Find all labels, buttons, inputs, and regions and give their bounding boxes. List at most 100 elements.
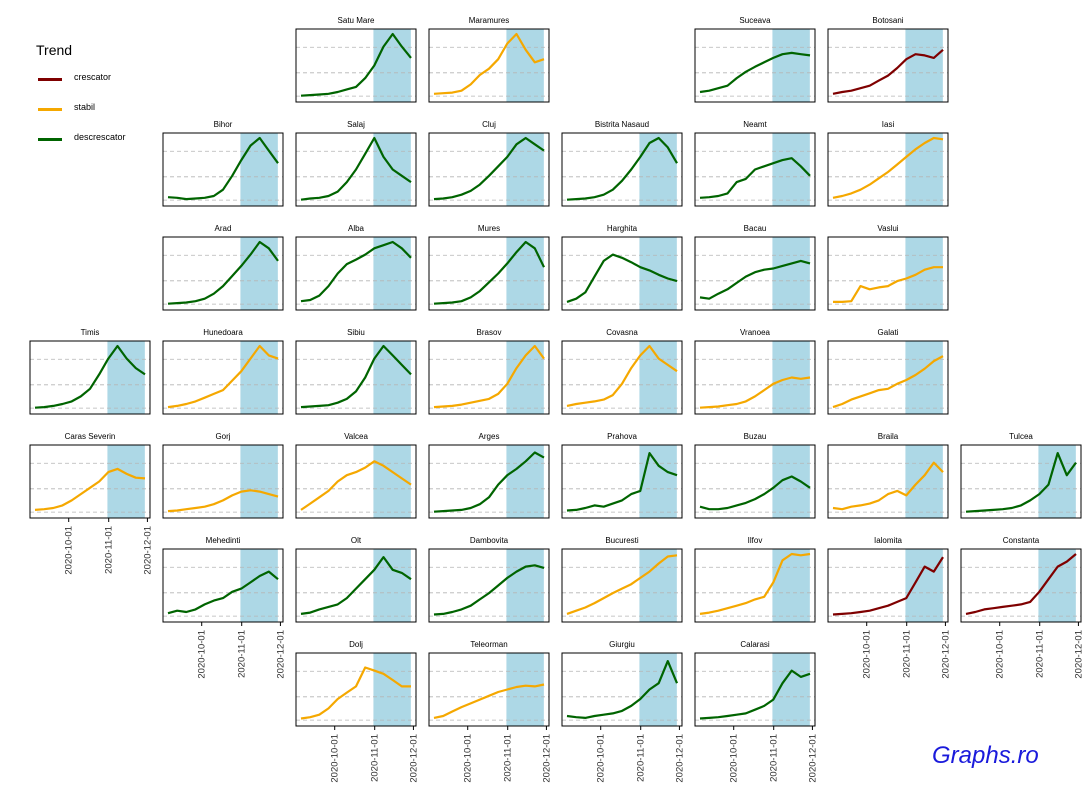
panel-title: Bihor xyxy=(214,120,233,129)
panel-frame xyxy=(428,444,550,519)
panel-frame xyxy=(162,236,284,311)
series-line xyxy=(965,452,1077,513)
panel: Harghita xyxy=(561,224,683,311)
panel-frame xyxy=(694,28,816,103)
series-line xyxy=(300,460,412,511)
panel-frame xyxy=(428,340,550,415)
series-line xyxy=(433,344,545,409)
series-line xyxy=(167,136,279,201)
highlight-band xyxy=(639,653,677,726)
series-line xyxy=(832,461,944,511)
panel: Prahova xyxy=(561,432,683,519)
highlight-band xyxy=(107,445,145,518)
panel: Giurgiu xyxy=(561,640,683,727)
series-line xyxy=(167,489,279,513)
legend-item-descrescator: descrescator xyxy=(36,132,166,162)
x-tick-label: 2020-12-01 xyxy=(940,630,951,679)
series-line xyxy=(34,467,146,511)
panel: Gorj xyxy=(162,432,284,519)
panel: Vranoea xyxy=(694,328,816,415)
panel: Timis xyxy=(29,328,151,415)
series-line xyxy=(566,136,678,201)
panel-title: Brasov xyxy=(477,328,502,337)
series-line xyxy=(433,136,545,201)
panel-frame xyxy=(29,444,151,519)
highlight-band xyxy=(905,549,943,622)
x-tick-label: 2020-12-01 xyxy=(275,630,286,679)
panel: Caras Severin xyxy=(29,432,151,519)
series-line xyxy=(699,376,811,409)
panel-title: Mures xyxy=(478,224,500,233)
panel-title: Bistrita Nasaud xyxy=(595,120,649,129)
x-tick-label: 2020-12-01 xyxy=(541,734,552,783)
panel: Bistrita Nasaud xyxy=(561,120,683,207)
x-tick-label: 2020-11-01 xyxy=(1035,630,1046,678)
x-tick-label: 2020-10-01 xyxy=(197,630,208,679)
panel-frame xyxy=(960,548,1082,623)
panel-frame xyxy=(295,652,417,727)
panel-title: Braila xyxy=(878,432,899,441)
panel: Tulcea xyxy=(960,432,1082,519)
series-line xyxy=(965,553,1077,615)
series-line xyxy=(300,666,411,720)
legend-item-stabil: stabil xyxy=(36,102,166,132)
panel-frame xyxy=(162,340,284,415)
panel-frame xyxy=(561,132,683,207)
panel-title: Salaj xyxy=(347,120,365,129)
highlight-band xyxy=(772,445,810,518)
panel-title: Valcea xyxy=(344,432,368,441)
panel-frame xyxy=(561,652,683,727)
series-line xyxy=(699,475,811,511)
series-line xyxy=(300,136,412,201)
panel-frame xyxy=(428,652,550,727)
panel-title: Satu Mare xyxy=(338,16,375,25)
panel-frame xyxy=(428,28,550,103)
panel-frame xyxy=(827,340,949,415)
panel: Vaslui xyxy=(827,224,949,311)
x-tick-label: 2020-11-01 xyxy=(902,630,913,678)
series-line xyxy=(167,344,279,409)
series-line xyxy=(167,240,279,305)
x-tick-label: 2020-11-01 xyxy=(370,734,381,782)
highlight-band xyxy=(373,237,411,310)
panel-title: Constanta xyxy=(1003,536,1040,545)
series-line xyxy=(300,32,412,97)
panel: Bacau xyxy=(694,224,816,311)
panel-title: Vaslui xyxy=(877,224,898,233)
highlight-band xyxy=(373,549,411,622)
panel: Maramures xyxy=(428,16,550,103)
series-line xyxy=(699,157,811,199)
panel-title: Ialomita xyxy=(874,536,903,545)
legend-swatch xyxy=(38,78,62,81)
panel-frame xyxy=(428,236,550,311)
x-tick-label: 2020-11-01 xyxy=(503,734,514,782)
series-line xyxy=(300,555,412,615)
x-tick-label: 2020-12-01 xyxy=(142,526,153,575)
legend-label: stabil xyxy=(74,102,96,112)
series-line xyxy=(699,259,811,300)
panel-title: Cluj xyxy=(482,120,496,129)
series-line xyxy=(832,556,944,616)
highlight-band xyxy=(639,445,677,518)
series-line xyxy=(167,570,279,615)
highlight-band xyxy=(373,653,411,726)
panel: Dambovita xyxy=(428,536,550,623)
panel-frame xyxy=(295,28,417,103)
x-tick-label: 2020-11-01 xyxy=(104,526,115,574)
panel-frame xyxy=(295,340,417,415)
panel: Mures xyxy=(428,224,550,311)
panel-title: Galati xyxy=(878,328,899,337)
highlight-band xyxy=(506,341,544,414)
x-tick-label: 2020-12-01 xyxy=(674,734,685,783)
series-line xyxy=(699,51,811,94)
panel: Buzau xyxy=(694,432,816,519)
panel: Dolj xyxy=(295,640,417,727)
panel-title: Dambovita xyxy=(470,536,509,545)
panel-title: Dolj xyxy=(349,640,363,649)
series-line xyxy=(566,554,678,615)
panel: Suceava xyxy=(694,16,816,103)
legend-title: Trend xyxy=(36,42,73,58)
x-tick-label: 2020-10-01 xyxy=(729,734,740,783)
panel: Bihor xyxy=(162,120,284,207)
